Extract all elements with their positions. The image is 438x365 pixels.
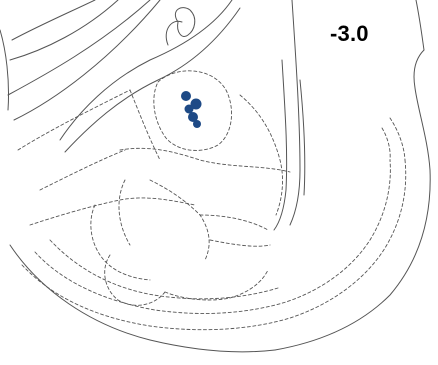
section-coordinate-label: -3.0 bbox=[330, 21, 369, 46]
medial-line-2 bbox=[273, 59, 288, 231]
bottom-outer-curve bbox=[9, 244, 276, 353]
upper-left-contour-3 bbox=[7, 0, 151, 96]
right-edge-top bbox=[415, 0, 425, 51]
bottom-band-2 bbox=[34, 159, 391, 314]
lower-region-8 bbox=[164, 269, 269, 301]
upper-left-contour-1 bbox=[11, 0, 96, 41]
left-edge-outline bbox=[0, 29, 10, 111]
upper-left-dashed-1 bbox=[17, 89, 131, 151]
bottom-band-3 bbox=[49, 239, 279, 300]
lower-region-2 bbox=[90, 204, 151, 281]
marker-dot bbox=[193, 120, 201, 128]
lower-region-1 bbox=[29, 197, 196, 226]
upper-left-contour-2 bbox=[9, 0, 119, 61]
central-region-boundary bbox=[119, 147, 291, 173]
marker-dot bbox=[181, 91, 191, 101]
right-band-top-inner bbox=[381, 127, 391, 161]
right-edge-outline bbox=[274, 49, 431, 351]
right-band-top bbox=[389, 117, 406, 161]
marker-dot bbox=[184, 104, 194, 114]
lower-region-4 bbox=[118, 179, 131, 246]
lower-region-5 bbox=[199, 214, 269, 231]
central-region-right bbox=[239, 94, 283, 216]
small-oval-inner bbox=[165, 20, 183, 46]
lower-region-6 bbox=[209, 239, 271, 247]
lower-region-3 bbox=[149, 179, 210, 261]
small-oval bbox=[174, 7, 196, 37]
bottom-band-1 bbox=[21, 159, 407, 331]
marker-cluster bbox=[181, 91, 202, 128]
upper-left-dashed-2 bbox=[39, 149, 126, 191]
medial-line-1 bbox=[289, 0, 301, 226]
central-region-left bbox=[129, 89, 161, 161]
target-nucleus-boundary bbox=[153, 70, 232, 151]
marker-dot bbox=[188, 112, 198, 122]
tract-band-outer bbox=[59, 0, 233, 141]
tract-band-inner bbox=[64, 7, 241, 153]
marker-dot bbox=[190, 98, 202, 110]
lower-region-7 bbox=[104, 254, 166, 306]
medial-line-3 bbox=[299, 79, 306, 196]
upper-left-contour-4 bbox=[13, 0, 161, 121]
